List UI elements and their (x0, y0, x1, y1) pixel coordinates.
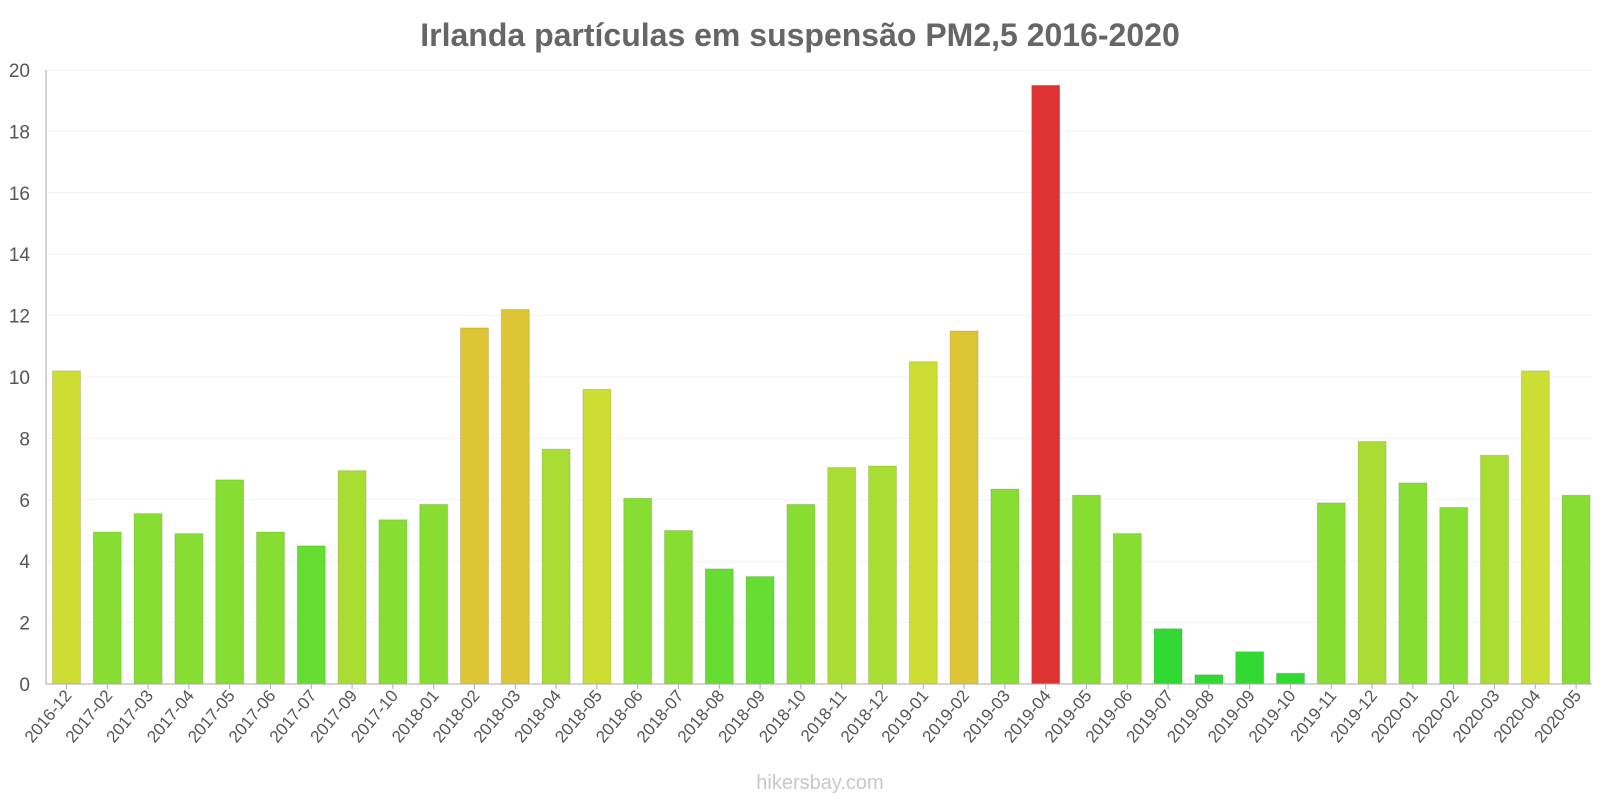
y-tick-label: 12 (9, 307, 30, 328)
bar-2018-09[interactable] (745, 576, 775, 685)
y-tick-label: 18 (9, 122, 30, 143)
y-tick-label: 4 (19, 552, 30, 573)
bar-2017-09[interactable] (337, 470, 367, 685)
bar-2017-07[interactable] (296, 545, 326, 685)
bar-2017-02[interactable] (92, 531, 122, 685)
bar-2019-05[interactable] (1072, 494, 1101, 685)
bar-2016-12[interactable] (52, 370, 81, 685)
bar-2018-11[interactable] (827, 467, 857, 685)
bar-2020-05[interactable] (1561, 494, 1591, 685)
site-credit[interactable]: hikersbay.com (756, 772, 883, 794)
bar-2018-05[interactable] (582, 388, 612, 685)
bar-2020-04[interactable] (1520, 370, 1550, 685)
bar-2017-04[interactable] (174, 533, 204, 685)
bar-2018-08[interactable] (704, 568, 734, 685)
bar-2018-03[interactable] (500, 308, 530, 685)
y-axis-ticks: 0 2 4 6 8 10 12 14 16 18 20 (9, 61, 31, 696)
bar-2018-04[interactable] (541, 448, 571, 685)
y-tick-label: 14 (9, 245, 31, 266)
bar-2017-06[interactable] (256, 531, 285, 685)
bar-2020-03[interactable] (1480, 454, 1509, 685)
bar-2018-06[interactable] (623, 497, 653, 685)
bar-2017-03[interactable] (133, 513, 163, 685)
bar-2019-11[interactable] (1316, 502, 1346, 685)
bar-2019-09[interactable] (1235, 651, 1265, 685)
chart-title: Irlanda partículas em suspensão PM2,5 20… (420, 17, 1179, 53)
bar-2018-10[interactable] (786, 503, 816, 685)
y-tick-label: 2 (19, 614, 30, 635)
bar-2018-12[interactable] (868, 465, 897, 685)
x-axis-ticks: 2016-122017-022017-032017-042017-052017-… (21, 684, 1585, 746)
y-tick-label: 6 (19, 491, 30, 512)
bar-2019-06[interactable] (1112, 533, 1142, 685)
bar-2019-08[interactable] (1194, 674, 1224, 685)
bar-2018-01[interactable] (419, 503, 449, 685)
bar-2020-02[interactable] (1439, 506, 1469, 685)
bar-2020-01[interactable] (1398, 482, 1428, 685)
bar-2019-07[interactable] (1153, 628, 1183, 685)
y-tick-label: 8 (19, 429, 30, 450)
bars (52, 84, 1591, 685)
bar-2019-01[interactable] (908, 361, 938, 685)
bar-2018-07[interactable] (664, 530, 693, 685)
bar-2018-02[interactable] (460, 327, 489, 685)
y-tick-label: 10 (9, 368, 30, 389)
bar-2019-02[interactable] (949, 330, 979, 685)
y-tick-label: 20 (9, 61, 30, 82)
bar-2019-03[interactable] (990, 488, 1020, 685)
bar-2019-10[interactable] (1276, 672, 1305, 685)
y-tick-label: 0 (19, 675, 30, 696)
bar-2017-05[interactable] (215, 479, 245, 685)
bar-2019-04[interactable] (1031, 84, 1061, 685)
bar-2017-10[interactable] (378, 519, 408, 685)
y-tick-label: 16 (9, 184, 30, 205)
bar-2019-12[interactable] (1357, 440, 1387, 685)
